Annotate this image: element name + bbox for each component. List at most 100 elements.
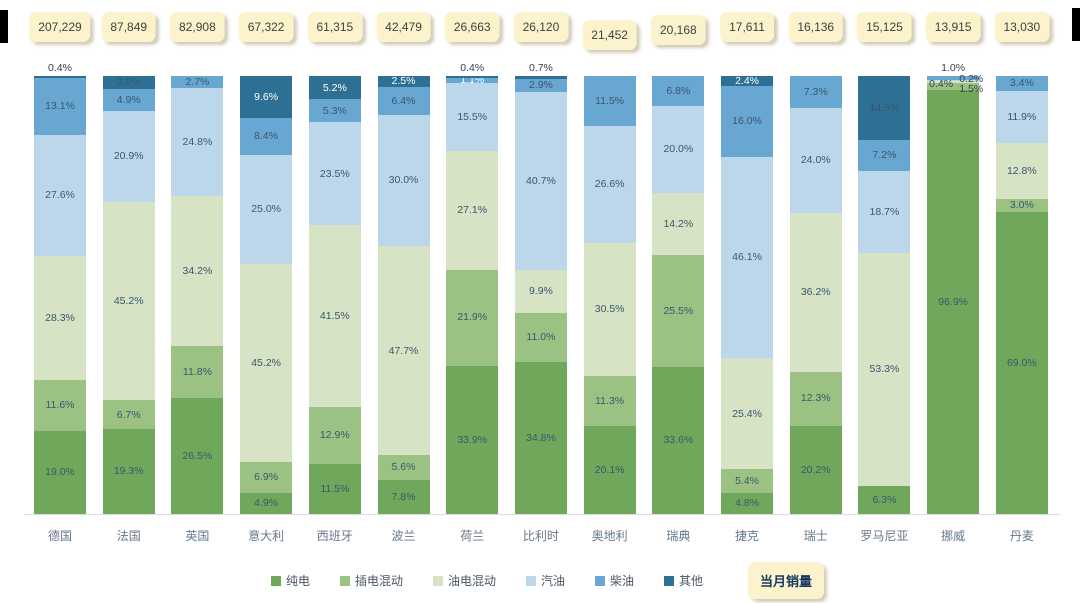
legend-swatch-icon <box>339 575 350 586</box>
sales-total-badge: 61,315 <box>307 12 363 42</box>
bar-segment-油电混动: 45.2% <box>102 202 155 401</box>
legend-swatch-icon <box>270 575 281 586</box>
bar-segment-插电混动: 12.3% <box>789 371 842 426</box>
legend-item: 油电混动 <box>432 572 496 589</box>
bar-segment-纯电: 26.5% <box>171 397 224 514</box>
bar-segment-纯电: 19.3% <box>102 429 155 514</box>
segment-label: 12.8% <box>1006 164 1037 177</box>
legend-label: 汽油 <box>540 574 565 588</box>
bar: 11.5% 12.9% 41.5% 23.5% 5.3% 5.2% <box>308 76 361 514</box>
segment-label: 7.3% <box>803 85 828 98</box>
segment-label: 34.8% <box>526 431 556 444</box>
bar-segment-其他: 9.6% <box>240 76 293 119</box>
bar-segment-插电混动: 3.0% <box>995 198 1048 213</box>
stacked-bar: 4.8% 5.4% 25.4% 46.1% 16.0% 2.4% <box>721 74 774 514</box>
segment-label: 27.6% <box>45 189 75 202</box>
stacked-bar: 19.3% 6.7% 45.2% 20.9% 4.9% 3.0% <box>102 76 155 514</box>
segment-label: 1.5% <box>959 83 984 96</box>
segment-label: 34.2% <box>182 265 213 278</box>
bar-segment-插电混动 <box>927 83 980 90</box>
segment-label: 20.1% <box>594 463 625 476</box>
stacked-bar: 69.0% 3.0% 12.8% 11.9% 3.4% <box>995 76 1048 514</box>
stacked-bar: 34.8% 11.0% 9.9% 40.7% 2.9% 0.7% <box>514 63 567 514</box>
country-column: 13,030 69.0% 3.0% 12.8% 11.9% 3.4% 丹麦 <box>990 0 1054 603</box>
segment-label: 14.2% <box>663 218 694 231</box>
bar-segment-柴油: 6.4% <box>377 86 430 116</box>
legend-swatch-icon <box>525 575 536 586</box>
bar-segment-柴油: 3.4% <box>995 76 1048 91</box>
segment-label: 15.5% <box>457 110 488 123</box>
country-column: 21,452 20.1% 11.3% 30.5% 26.6% 11.5% 奥地利 <box>578 0 642 603</box>
bar-segment-油电混动: 41.5% <box>308 225 361 408</box>
bar-segment-纯电: 4.8% <box>721 493 774 514</box>
segment-label: 1.1% <box>460 74 485 87</box>
segment-label: 6.7% <box>116 408 141 421</box>
stacked-bar: 20.2% 12.3% 36.2% 24.0% 7.3% <box>789 76 842 514</box>
bar-segment-插电混动: 12.9% <box>308 407 361 464</box>
bar-segment-纯电: 34.8% <box>514 361 567 514</box>
bar: 19.3% 6.7% 45.2% 20.9% 4.9% 3.0% <box>102 76 155 514</box>
bar-segment-纯电: 33.6% <box>652 366 705 514</box>
country-column: 15,125 6.3% 53.3% 18.7% 7.2% 14.5% 罗马尼亚 <box>852 0 916 603</box>
chart-footer: 纯电 插电混动 油电混动 汽油 柴油 其他 当月销量 <box>0 562 1080 599</box>
bar-segment-插电混动: 5.4% <box>721 469 774 493</box>
bar-segment-油电混动: 14.2% <box>652 193 705 256</box>
segment-label: 96.9% <box>938 295 969 308</box>
segment-label: 47.7% <box>388 344 419 357</box>
segment-label: 6.8% <box>666 84 691 97</box>
bar: 4.9% 6.9% 45.2% 25.0% 8.4% 9.6% <box>240 76 293 514</box>
bar: 20.2% 12.3% 36.2% 24.0% 7.3% <box>789 76 842 514</box>
bar-segment-油电混动: 30.5% <box>583 242 636 377</box>
bar-segment-汽油: 46.1% <box>721 156 774 359</box>
country-column: 20,168 33.6% 25.5% 14.2% 20.0% 6.8% 瑞典 <box>646 0 710 603</box>
segment-label: 0.4% <box>48 62 72 74</box>
legend-item: 插电混动 <box>339 572 403 589</box>
bar-segment-柴油: 8.4% <box>240 118 293 155</box>
segment-label: 9.9% <box>528 285 553 298</box>
segment-label: 20.9% <box>113 150 144 163</box>
bar-segment-其他: 2.5% <box>377 76 430 87</box>
bar-segment-油电混动: 27.1% <box>446 150 499 270</box>
country-column: 87,849 19.3% 6.7% 45.2% 20.9% 4.9% 3.0% 法国 <box>97 0 161 603</box>
segment-label: 45.2% <box>113 294 144 307</box>
legend-label: 纯电 <box>285 574 310 588</box>
legend: 纯电 插电混动 油电混动 汽油 柴油 其他 <box>256 572 718 589</box>
country-column: 13,915 96.9% 1.5% 0.4% 0.2% 1.0% 挪威 <box>921 0 985 603</box>
country-column: 207,229 19.0% 11.6% 28.3% 27.6% 13.1% 0.4% 德国 <box>28 0 92 603</box>
bar-segment-柴油: 6.8% <box>652 76 705 106</box>
bar-segment-其他 <box>514 76 567 80</box>
segment-label: 2.4% <box>735 74 759 87</box>
country-column: 17,611 4.8% 5.4% 25.4% 46.1% 16.0% 2.4% 捷克 <box>715 0 779 603</box>
segment-label: 7.8% <box>391 490 416 503</box>
bar: 19.0% 11.6% 28.3% 27.6% 13.1% <box>34 76 86 514</box>
bar-segment-纯电: 69.0% <box>995 212 1048 514</box>
stacked-bar: 26.5% 11.8% 34.2% 24.8% 2.7% <box>171 76 224 514</box>
segment-label: 33.6% <box>663 434 694 447</box>
country-column: 26,663 33.9% 21.9% 27.1% 15.5% 1.1% 0.4% 荷兰 <box>440 0 504 603</box>
segment-label: 4.9% <box>116 93 141 106</box>
bar-segment-柴油: 5.3% <box>308 99 361 123</box>
stacked-bar: 20.1% 11.3% 30.5% 26.6% 11.5% <box>583 76 636 514</box>
legend-swatch-icon <box>432 575 443 586</box>
bar-segment-纯电: 20.2% <box>789 425 842 514</box>
bar: 33.6% 25.5% 14.2% 20.0% 6.8% <box>652 76 705 514</box>
country-label: 奥地利 <box>591 529 628 543</box>
bar-segment-油电混动: 34.2% <box>171 196 224 347</box>
segment-label: 40.7% <box>526 174 556 187</box>
legend-item: 其他 <box>664 572 703 589</box>
segment-label: 4.8% <box>735 497 759 510</box>
bar: 7.8% 5.6% 47.7% 30.0% 6.4% 2.5% <box>377 76 430 514</box>
bar-segment-纯电: 4.9% <box>240 492 293 514</box>
screen-edge-artifact <box>0 10 8 43</box>
bar: 6.3% 53.3% 18.7% 7.2% 14.5% <box>858 76 911 514</box>
country-column: 82,908 26.5% 11.8% 34.2% 24.8% 2.7% 英国 <box>165 0 229 603</box>
stacked-bar: 7.8% 5.6% 47.7% 30.0% 6.4% 2.5% <box>377 76 430 514</box>
country-label: 瑞典 <box>666 529 691 543</box>
country-label: 意大利 <box>248 529 285 543</box>
country-label: 法国 <box>116 529 141 543</box>
segment-label: 25.4% <box>732 407 762 420</box>
sales-total-badge: 42,479 <box>376 12 431 42</box>
bar-segment-柴油: 11.5% <box>583 76 636 127</box>
sales-total-badge: 21,452 <box>582 20 637 50</box>
